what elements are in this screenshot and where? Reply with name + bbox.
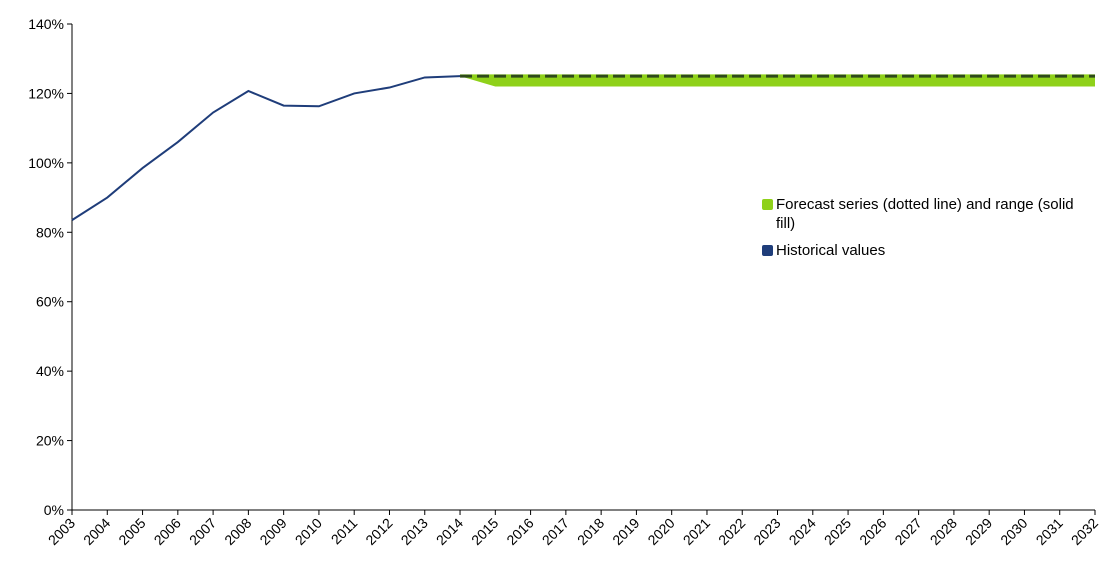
x-tick-label: 2009 [256, 515, 289, 548]
y-tick-label: 100% [28, 155, 64, 171]
x-tick-label: 2028 [927, 515, 960, 548]
legend-swatch [762, 245, 773, 256]
x-tick-label: 2031 [1033, 515, 1066, 548]
x-tick-label: 2024 [786, 515, 819, 548]
y-tick-label: 140% [28, 16, 64, 32]
x-tick-label: 2010 [292, 515, 325, 548]
x-tick-label: 2026 [856, 515, 889, 548]
y-tick-label: 80% [36, 224, 64, 240]
x-tick-label: 2032 [1068, 515, 1101, 548]
y-tick-label: 60% [36, 294, 64, 310]
x-tick-label: 2023 [750, 515, 783, 548]
x-tick-label: 2019 [609, 515, 642, 548]
x-tick-label: 2006 [151, 515, 184, 548]
legend-item: Forecast series (dotted line) and range … [762, 195, 1082, 233]
x-tick-label: 2007 [186, 515, 219, 548]
x-tick-label: 2030 [997, 515, 1030, 548]
x-tick-label: 2018 [574, 515, 607, 548]
legend-swatch [762, 199, 773, 210]
legend-label: Forecast series (dotted line) and range … [776, 196, 1074, 232]
x-tick-label: 2022 [715, 515, 748, 548]
legend: Forecast series (dotted line) and range … [762, 195, 1082, 268]
x-tick-label: 2008 [221, 515, 254, 548]
legend-item: Historical values [762, 241, 1082, 260]
x-tick-label: 2016 [503, 515, 536, 548]
x-tick-label: 2012 [362, 515, 395, 548]
x-tick-label: 2017 [539, 515, 572, 548]
x-tick-label: 2003 [45, 515, 78, 548]
x-tick-label: 2014 [433, 515, 466, 548]
y-tick-label: 0% [44, 502, 64, 518]
x-tick-label: 2015 [468, 515, 501, 548]
x-tick-label: 2005 [115, 515, 148, 548]
x-tick-label: 2025 [821, 515, 854, 548]
y-tick-label: 40% [36, 363, 64, 379]
y-tick-label: 120% [28, 85, 64, 101]
y-tick-label: 20% [36, 433, 64, 449]
x-tick-label: 2027 [891, 515, 924, 548]
x-tick-label: 2029 [962, 515, 995, 548]
x-tick-label: 2021 [680, 515, 713, 548]
x-tick-label: 2020 [644, 515, 677, 548]
x-tick-label: 2004 [80, 515, 113, 548]
series-line [71, 75, 461, 221]
x-tick-label: 2013 [398, 515, 431, 548]
legend-label: Historical values [776, 242, 886, 259]
x-tick-label: 2011 [328, 515, 361, 548]
